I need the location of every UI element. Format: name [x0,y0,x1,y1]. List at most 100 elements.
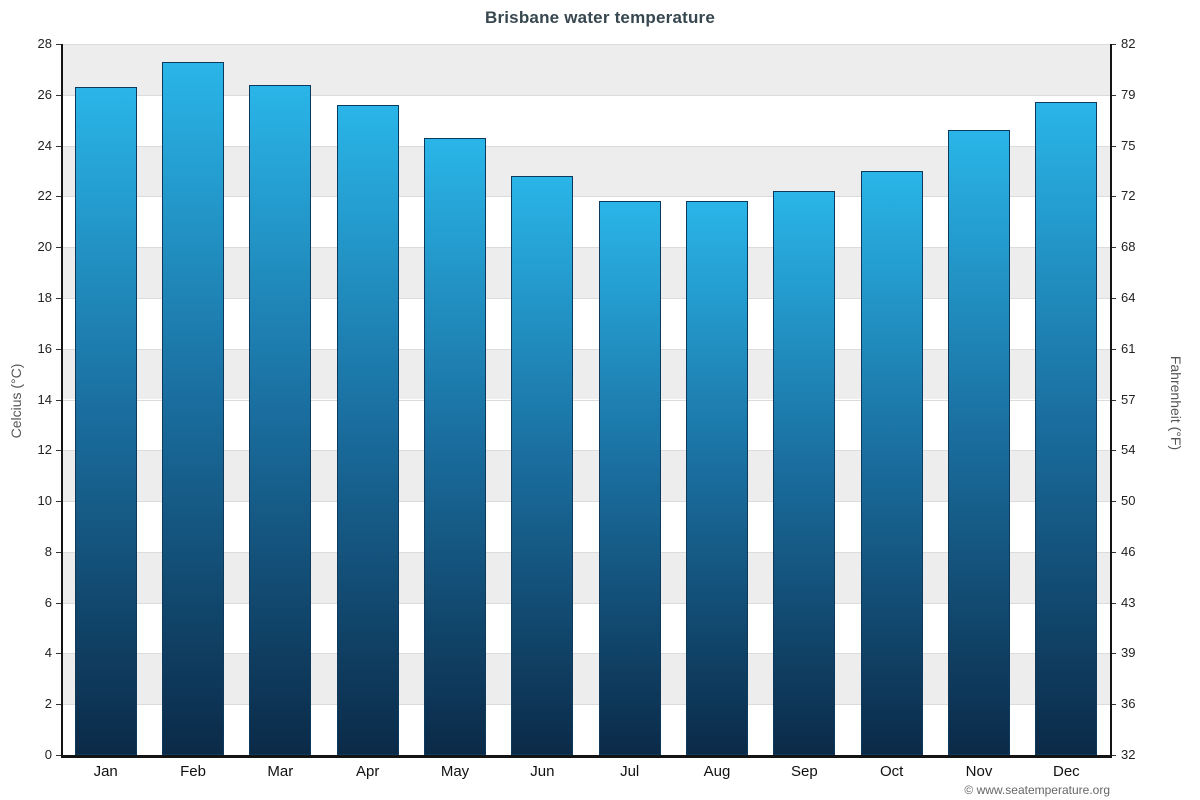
bar-apr[interactable] [336,104,399,755]
celsius-tick-label: 0 [44,747,52,762]
x-axis-label-oct: Oct [879,763,904,780]
fahrenheit-tick-label: 46 [1121,543,1136,559]
celsius-tick-label: 2 [44,696,52,712]
gridline [62,297,1110,299]
bar-nov[interactable] [948,130,1010,755]
fahrenheit-tick-label: 61 [1121,340,1136,356]
grid-band [62,297,1110,349]
bar-jan[interactable] [74,87,137,755]
left-tick-mark [56,755,62,756]
gridline [62,145,1110,147]
x-axis-label-sep: Sep [790,763,818,780]
grid-band [62,399,1110,451]
gridline [62,501,1110,503]
celsius-tick-label: 8 [44,543,52,559]
left-tick-mark [56,704,62,706]
grid-band [62,704,1110,755]
fahrenheit-tick-label: 82 [1121,36,1136,51]
fahrenheit-tick-label: 68 [1121,239,1136,255]
celsius-tick-label: 20 [37,239,52,255]
right-tick-mark [1110,704,1116,706]
fahrenheit-tick-label: 36 [1121,696,1136,712]
celsius-tick-label: 24 [37,137,52,153]
right-tick-mark [1110,44,1116,45]
fahrenheit-tick-label: 39 [1121,645,1136,661]
right-tick-mark [1110,551,1116,553]
grid-band [62,44,1110,95]
x-axis-label-jun: Jun [530,763,555,780]
bar-sep[interactable] [773,191,836,755]
left-tick-mark [56,399,62,401]
fahrenheit-tick-label: 43 [1121,594,1136,610]
x-axis-label-dec: Dec [1052,763,1080,780]
celsius-tick-label: 26 [37,86,52,102]
celsius-tick-label: 14 [37,391,52,407]
gridline [62,94,1110,96]
grid-band [62,602,1110,654]
bar-jun[interactable] [511,176,574,755]
copyright-link[interactable]: © www.seatemperature.org [964,783,1110,797]
left-tick-mark [56,501,62,503]
x-axis-label-mar: Mar [267,763,294,780]
fahrenheit-tick-label: 75 [1121,137,1136,153]
fahrenheit-tick-label: 54 [1121,442,1136,458]
celsius-tick-label: 28 [37,36,52,51]
fahrenheit-tick-label: 72 [1121,188,1136,204]
x-axis-label-apr: Apr [355,763,380,780]
grid-band [62,196,1110,248]
x-axis-label-may: May [440,763,470,780]
right-tick-mark [1110,94,1116,96]
left-tick-mark [56,145,62,147]
right-tick-mark [1110,348,1116,350]
gridline [62,348,1110,350]
x-axis-label-feb: Feb [180,763,206,780]
left-tick-mark [56,348,62,350]
x-axis-label-aug: Aug [703,763,731,780]
fahrenheit-tick-label: 32 [1121,747,1136,762]
grid-band [62,348,1110,400]
celsius-tick-label: 6 [44,594,52,610]
bar-may[interactable] [424,137,486,755]
right-tick-mark [1110,247,1116,249]
left-tick-mark [56,44,62,45]
right-tick-mark [1110,196,1116,198]
right-tick-mark [1110,755,1116,756]
gridline [62,551,1110,553]
right-tick-mark [1110,297,1116,299]
bar-oct[interactable] [860,170,923,755]
bar-jul[interactable] [598,201,661,755]
grid-band [62,551,1110,603]
left-tick-mark [56,653,62,655]
grid-band [62,145,1110,197]
grid-band [62,653,1110,705]
gridline [62,704,1110,706]
left-tick-mark [56,450,62,452]
right-tick-mark [1110,145,1116,147]
bottom-axis-line [61,755,1112,758]
left-tick-mark [56,602,62,604]
left-tick-mark [56,196,62,198]
gridline [62,399,1110,401]
celsius-tick-label: 10 [37,493,52,509]
fahrenheit-tick-label: 50 [1121,493,1136,509]
gridline [62,44,1110,45]
bar-aug[interactable] [686,201,748,755]
fahrenheit-tick-label: 64 [1121,289,1136,305]
fahrenheit-tick-label: 57 [1121,391,1136,407]
grid-band [62,501,1110,552]
gridline [62,196,1110,198]
bar-dec[interactable] [1035,102,1098,755]
left-tick-mark [56,94,62,96]
left-tick-mark [56,247,62,249]
left-tick-mark [56,551,62,553]
right-tick-mark [1110,501,1116,503]
right-axis-title: Fahrenheit (°F) [1168,355,1184,451]
fahrenheit-tick-label: 79 [1121,86,1136,102]
bar-feb[interactable] [162,61,224,755]
chart-title: Brisbane water temperature [484,8,716,27]
celsius-tick-label: 16 [37,340,52,356]
left-axis-line [61,44,63,755]
right-tick-mark [1110,399,1116,401]
bar-mar[interactable] [249,84,312,755]
